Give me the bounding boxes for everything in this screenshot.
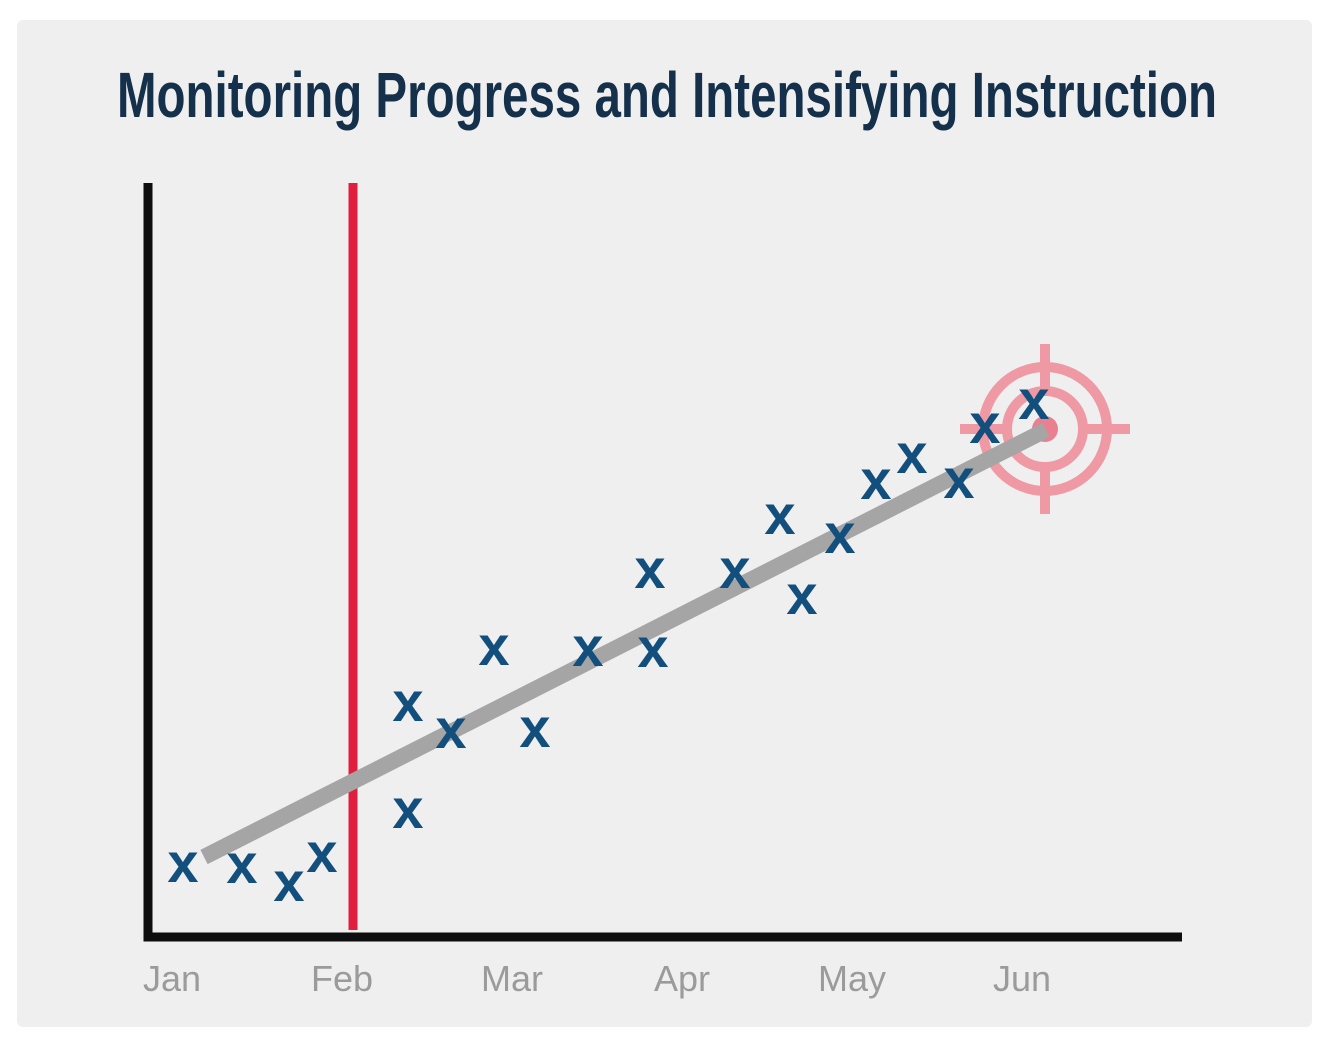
trend-line: [200, 422, 1050, 865]
x-axis-label-may: May: [818, 958, 886, 999]
data-point-marker-7: x: [435, 697, 466, 760]
data-point-marker-17: x: [860, 448, 891, 511]
data-point-marker-5: x: [392, 777, 423, 840]
data-point-marker-1: x: [167, 831, 198, 894]
data-point-marker-12: x: [634, 537, 665, 600]
data-point-marker-14: x: [764, 483, 795, 546]
data-point-marker-10: x: [572, 615, 603, 678]
x-axis-label-jan: Jan: [143, 958, 201, 999]
trend-line-layer: [200, 422, 1050, 865]
chart-title: Monitoring Progress and Intensifying Ins…: [117, 59, 1217, 131]
data-point-marker-2: x: [226, 832, 257, 895]
axes-layer: [143, 183, 1182, 942]
x-axis-label-mar: Mar: [481, 958, 543, 999]
data-point-marker-11: x: [637, 616, 668, 679]
data-point-marker-13: x: [719, 537, 750, 600]
data-point-marker-20: x: [969, 392, 1000, 455]
data-point-marker-18: x: [896, 422, 927, 485]
x-axis-label-jun: Jun: [993, 958, 1051, 999]
data-point-marker-9: x: [519, 696, 550, 759]
data-point-marker-8: x: [478, 614, 509, 677]
background-layer: [17, 20, 1312, 1027]
x-axis-labels-layer: Jan Feb Mar Apr May Jun: [143, 958, 1051, 999]
data-point-marker-15: x: [786, 563, 817, 626]
x-axis-label-feb: Feb: [311, 958, 373, 999]
data-point-marker-21: x: [1018, 368, 1049, 431]
data-point-marker-16: x: [824, 502, 855, 565]
goal-target-icon: [960, 344, 1130, 514]
data-point-marker-4: x: [306, 821, 337, 884]
chart-card-background: [17, 20, 1312, 1027]
data-point-marker-6: x: [392, 670, 423, 733]
data-point-marker-19: x: [943, 447, 974, 510]
data-point-marker-3: x: [273, 850, 304, 913]
x-axis-label-apr: Apr: [654, 958, 710, 999]
